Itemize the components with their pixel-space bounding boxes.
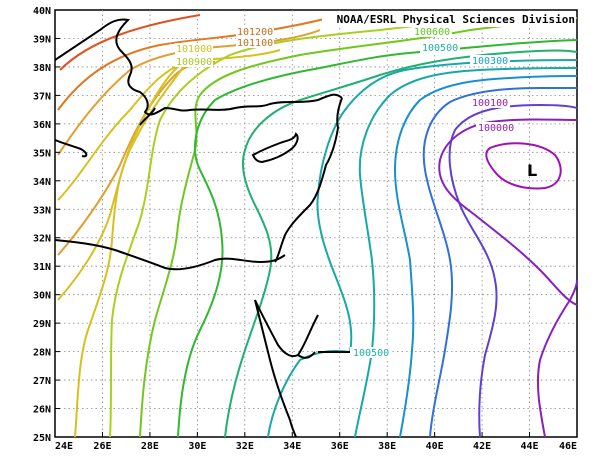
lon-tick-label: 40E — [426, 441, 444, 452]
lon-tick-label: 38E — [378, 441, 396, 452]
lon-tick-label: 30E — [188, 441, 206, 452]
lon-tick-label: 36E — [331, 441, 349, 452]
plot-frame — [54, 9, 578, 438]
isobar-100100 — [448, 103, 578, 438]
lat-tick-label: 34N — [33, 177, 51, 188]
lat-tick-label: 38N — [33, 63, 51, 74]
lat-tick-label: 36N — [33, 120, 51, 131]
contour-label: 101000 — [176, 44, 212, 55]
low-pressure-marker: L — [527, 161, 537, 180]
isobar-100200 — [422, 86, 577, 438]
lat-tick-label: 33N — [33, 205, 51, 216]
contour-labels: 101200 101100 101000 100900 100600 10050… — [175, 26, 516, 359]
lat-tick-label: 32N — [33, 234, 51, 245]
lat-tick-label: 37N — [33, 91, 51, 102]
lat-tick-label: 28N — [33, 348, 51, 359]
contour-label: 100500 — [422, 43, 458, 54]
isobar-100800 — [109, 14, 511, 438]
credit-text: NOAA/ESRL Physical Sciences Division — [337, 13, 575, 26]
contour-label: 100100 — [472, 98, 508, 109]
isobar-100300 — [393, 75, 578, 438]
lat-tick-label: 30N — [33, 291, 51, 302]
contour-label: 100500 — [353, 348, 389, 359]
isobar-101000 — [57, 49, 281, 201]
lon-tick-label: 42E — [473, 441, 491, 452]
contour-label: 100000 — [478, 123, 514, 134]
contour-label: 100300 — [472, 56, 508, 67]
lat-tick-label: 27N — [33, 376, 51, 387]
contour-label: 100600 — [414, 27, 450, 38]
isobar-100000 — [536, 279, 578, 438]
longitude-ticks: 24E 26E 28E 30E 32E 34E 36E 38E 40E 42E 44E 46E — [54, 432, 578, 452]
lat-tick-label: 25N — [33, 433, 51, 444]
isobar-101300 — [59, 14, 201, 71]
isobar-100700 — [139, 17, 578, 438]
lat-tick-label: 40N — [33, 6, 51, 17]
isobar-99900 — [485, 142, 562, 190]
coastlines — [54, 18, 350, 438]
lon-tick-label: 46E — [559, 441, 577, 452]
isobar-101200 — [57, 11, 351, 111]
latitude-ticks: 40N 39N 38N 37N 36N 35N 34N 33N 32N 31N 30N 29N 28N 2… — [33, 6, 60, 444]
lat-tick-label: 31N — [33, 262, 51, 273]
lat-tick-label: 26N — [33, 405, 51, 416]
lon-tick-label: 32E — [236, 441, 254, 452]
contour-label: 101200 — [237, 27, 273, 38]
lon-tick-label: 28E — [141, 441, 159, 452]
lat-tick-label: 35N — [33, 148, 51, 159]
contour-label: 101100 — [237, 38, 273, 49]
lat-tick-label: 29N — [33, 319, 51, 330]
lat-tick-label: 39N — [33, 34, 51, 45]
contour-label: 100900 — [176, 57, 212, 68]
lon-tick-label: 24E — [55, 441, 73, 452]
lon-tick-label: 34E — [283, 441, 301, 452]
lon-tick-label: 44E — [521, 441, 539, 452]
isobar-100500-a — [224, 49, 578, 438]
isobar-100000-b — [438, 118, 578, 306]
lon-tick-label: 26E — [93, 441, 111, 452]
